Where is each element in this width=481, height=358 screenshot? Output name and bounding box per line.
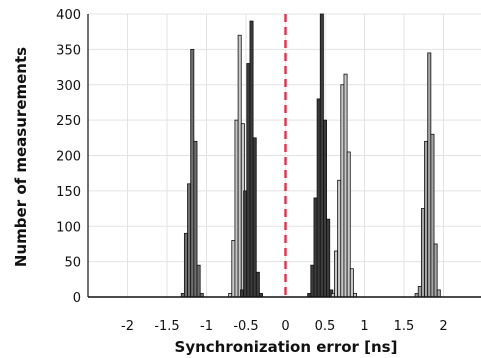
histogram-bar bbox=[234, 119, 239, 298]
histogram-bar bbox=[326, 218, 331, 298]
histogram-bar bbox=[424, 140, 429, 298]
histogram-bar bbox=[319, 13, 324, 298]
histogram-bar bbox=[240, 289, 245, 298]
tick-labels: -2 -1.5 -1 -0.5 0 0.5 1 1.5 2 0 50 100 150 200 250 300 3… bbox=[56, 8, 447, 334]
histogram-bar bbox=[436, 289, 441, 298]
y-tick-label: 400 bbox=[56, 8, 81, 23]
histogram-bar bbox=[433, 243, 438, 298]
histogram-bar bbox=[183, 232, 188, 298]
y-tick-label: 100 bbox=[56, 220, 81, 235]
histogram-bar bbox=[316, 98, 321, 298]
y-tick-label: 250 bbox=[56, 114, 81, 129]
histogram-bar bbox=[237, 34, 242, 298]
histogram-bar bbox=[246, 63, 251, 298]
y-tick-label: 0 bbox=[73, 291, 81, 306]
histogram-bar bbox=[193, 140, 198, 298]
y-axis-label: Number of measurements bbox=[12, 47, 30, 267]
axes bbox=[87, 14, 481, 298]
histogram-bar bbox=[427, 52, 432, 298]
x-tick-label: 0.5 bbox=[315, 319, 336, 334]
x-tick-label: 2 bbox=[439, 319, 447, 334]
histogram-bar bbox=[417, 285, 422, 298]
x-tick-label: -1.5 bbox=[154, 319, 179, 334]
histogram-bar bbox=[196, 264, 201, 298]
y-tick-label: 300 bbox=[56, 79, 81, 94]
histogram-bar bbox=[190, 48, 195, 298]
histogram-bar bbox=[334, 250, 339, 298]
histogram-bar bbox=[255, 271, 260, 298]
x-tick-label: -0.5 bbox=[233, 319, 258, 334]
histogram-bar bbox=[249, 20, 254, 298]
x-tick-label: 1.5 bbox=[394, 319, 415, 334]
histogram-bar bbox=[187, 183, 192, 298]
y-tick-label: 50 bbox=[64, 256, 81, 271]
histogram-bar bbox=[420, 208, 425, 298]
histogram-bar bbox=[349, 268, 354, 298]
histogram-bar bbox=[252, 137, 257, 298]
x-tick-label: -1 bbox=[200, 319, 213, 334]
histogram-bar bbox=[346, 151, 351, 298]
x-tick-label: 0 bbox=[281, 319, 289, 334]
y-tick-label: 350 bbox=[56, 43, 81, 58]
histogram-bar bbox=[340, 84, 345, 298]
x-axis-label: Synchronization error [ns] bbox=[175, 338, 398, 356]
histogram-bar bbox=[313, 197, 318, 298]
x-tick-label: -2 bbox=[121, 319, 134, 334]
histogram-bar bbox=[310, 264, 315, 298]
y-tick-label: 200 bbox=[56, 150, 81, 165]
histogram-bar bbox=[323, 119, 327, 298]
histogram-bar bbox=[231, 239, 236, 298]
histogram-bar bbox=[430, 133, 435, 298]
y-tick-label: 150 bbox=[56, 185, 81, 200]
histogram-bar bbox=[343, 73, 348, 298]
histogram-bar bbox=[243, 190, 248, 298]
x-tick-label: 1 bbox=[360, 319, 368, 334]
histogram-bar bbox=[337, 179, 342, 298]
